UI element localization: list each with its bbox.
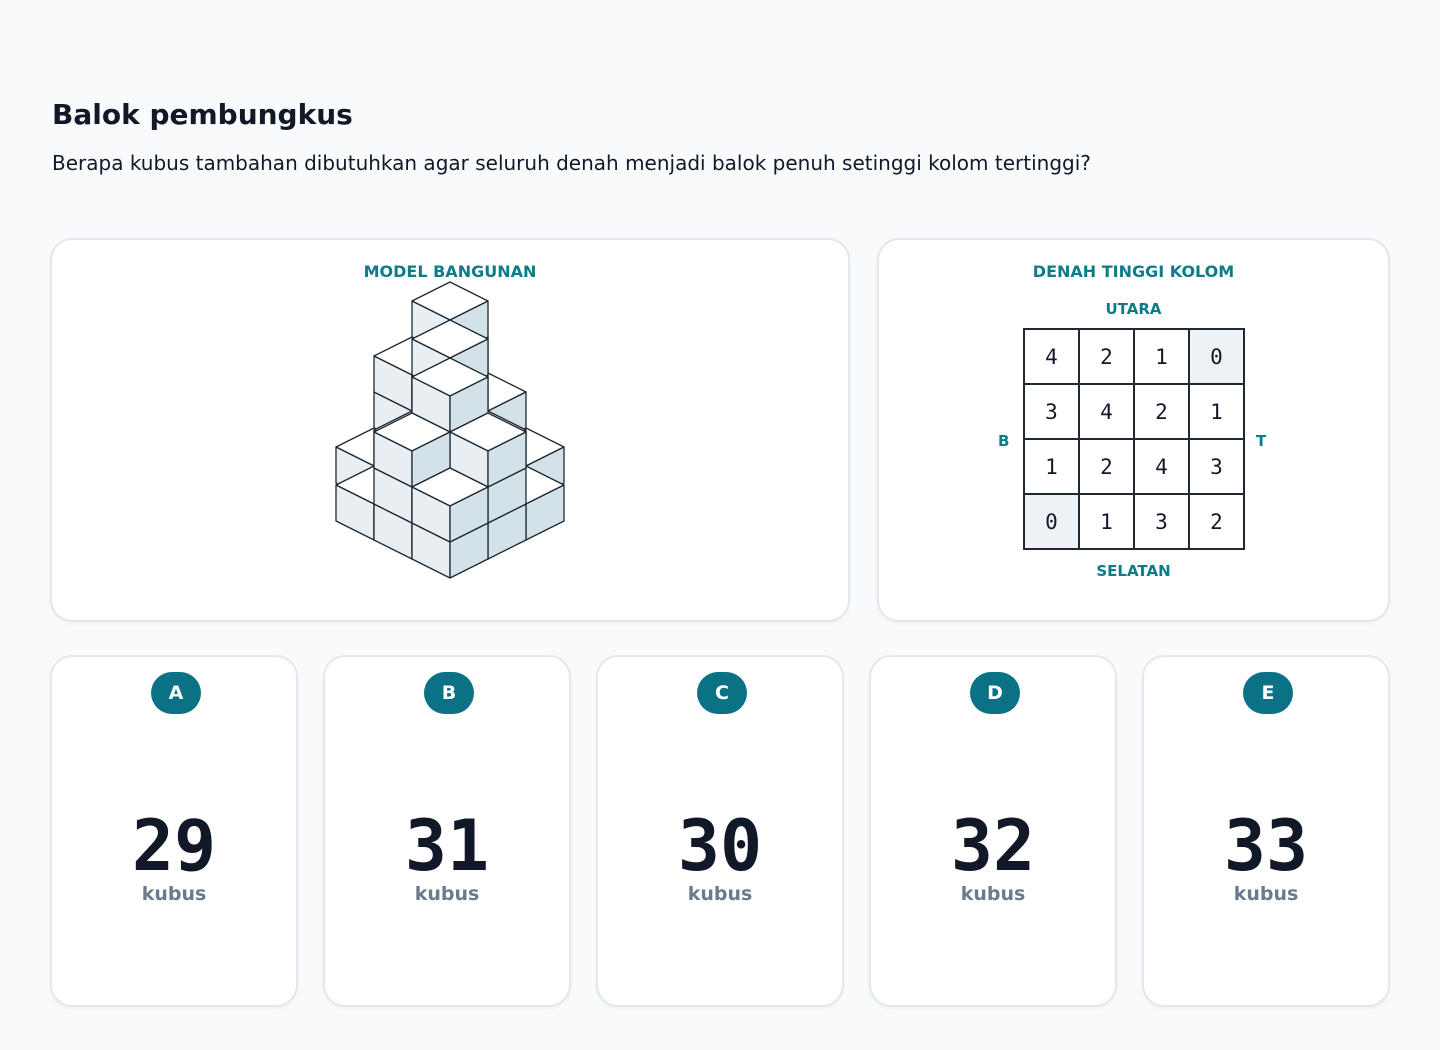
- option-unit: kubus: [141, 883, 207, 905]
- grid-cell: 2: [1079, 439, 1134, 494]
- grid-cell: 4: [1079, 384, 1134, 439]
- grid-cell: 4: [1024, 329, 1079, 384]
- option-card[interactable]: A 29 kubus: [50, 655, 298, 1007]
- option-card[interactable]: C 30 kubus: [596, 655, 844, 1007]
- grid-cell: 0: [1024, 494, 1079, 549]
- plan-label: DENAH TINGGI KOLOM: [1032, 262, 1235, 281]
- north-label: UTARA: [1105, 300, 1162, 318]
- option-unit: kubus: [687, 883, 753, 905]
- east-label: T: [1256, 432, 1267, 450]
- option-value: 33: [1223, 805, 1309, 887]
- grid-cell: 2: [1079, 329, 1134, 384]
- grid-cell: 2: [1189, 494, 1244, 549]
- option-unit: kubus: [414, 883, 480, 905]
- option-letter: D: [970, 672, 1020, 714]
- option-unit: kubus: [960, 883, 1026, 905]
- grid-cell: 1: [1189, 384, 1244, 439]
- west-label: B: [998, 432, 1010, 450]
- option-value: 29: [131, 805, 217, 887]
- option-card[interactable]: D 32 kubus: [869, 655, 1117, 1007]
- option-value: 31: [404, 805, 490, 887]
- option-letter: C: [697, 672, 747, 714]
- grid-cell: 0: [1189, 329, 1244, 384]
- grid-cell: 3: [1134, 494, 1189, 549]
- title: Balok pembungkus: [52, 98, 353, 131]
- option-letter: E: [1243, 672, 1293, 714]
- option-value: 30: [677, 805, 763, 887]
- grid-cell: 1: [1024, 439, 1079, 494]
- question: Berapa kubus tambahan dibutuhkan agar se…: [52, 151, 1091, 175]
- grid-cell: 2: [1134, 384, 1189, 439]
- grid-cell: 1: [1079, 494, 1134, 549]
- south-label: SELATAN: [1096, 562, 1171, 580]
- option-card[interactable]: E 33 kubus: [1142, 655, 1390, 1007]
- option-letter: A: [151, 672, 201, 714]
- option-value: 32: [950, 805, 1036, 887]
- model-label: MODEL BANGUNAN: [363, 262, 537, 281]
- grid-cell: 4: [1134, 439, 1189, 494]
- model-card: MODEL BANGUNAN: [50, 238, 850, 622]
- grid-cell: 1: [1134, 329, 1189, 384]
- grid-cell: 3: [1024, 384, 1079, 439]
- grid-cell: 3: [1189, 439, 1244, 494]
- iso-drawing: [335, 281, 565, 579]
- option-unit: kubus: [1233, 883, 1299, 905]
- cube-right: [449, 486, 489, 543]
- option-card[interactable]: B 31 kubus: [323, 655, 571, 1007]
- option-letter: B: [424, 672, 474, 714]
